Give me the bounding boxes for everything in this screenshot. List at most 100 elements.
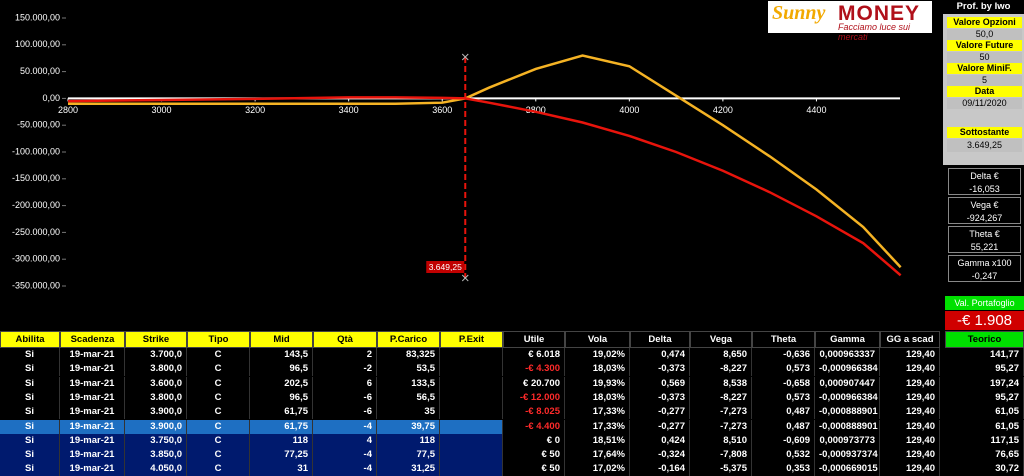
field-label: Data <box>947 86 1022 97</box>
y-tick-label: -200.000,00 <box>12 200 60 210</box>
table-cell: -0,164 <box>630 462 690 476</box>
table-cell: 129,40 <box>880 405 940 420</box>
y-tick-label: -150.000,00 <box>12 173 60 183</box>
table-header: Mid <box>250 331 313 348</box>
table-cell: 129,40 <box>880 419 940 434</box>
series-line <box>67 96 902 277</box>
greek-label: Delta € <box>970 171 999 181</box>
table-cell: 143,5 <box>250 348 313 362</box>
table-cell: -7,273 <box>690 405 752 420</box>
table-cell-empty <box>440 348 503 362</box>
y-tick-label: -250.000,00 <box>12 227 60 237</box>
field-value: 50 <box>947 52 1022 63</box>
table-cell: 19-mar-21 <box>60 362 125 377</box>
table-cell: C <box>187 405 250 420</box>
table-cell: 0,487 <box>752 405 815 420</box>
table-cell: 3.600,0 <box>125 376 187 391</box>
table-header: Utile <box>503 331 565 348</box>
table-cell: 129,40 <box>880 348 940 362</box>
table-cell: 95,27 <box>945 362 1024 377</box>
table-cell: Si <box>0 390 60 405</box>
table-cell: 4.050,0 <box>125 462 187 476</box>
chart: 150.000,00 100.000,00 50.000,00 0,00 -50.000… <box>0 0 940 326</box>
table-cell: 133,5 <box>377 376 440 391</box>
greek-value: -16,053 <box>969 184 1000 194</box>
table-cell: 4 <box>313 433 377 448</box>
table-cell: 3.750,0 <box>125 433 187 448</box>
table-cell: 0,474 <box>630 348 690 362</box>
logo-tagline: Facciamo luce sui mercati <box>838 22 911 42</box>
plot-area <box>0 0 940 326</box>
table-cell: 0,424 <box>630 433 690 448</box>
table-cell: C <box>187 348 250 362</box>
table-header: P.Exit <box>440 331 503 348</box>
table-cell: -0,277 <box>630 419 690 434</box>
table-cell-empty <box>440 448 503 463</box>
field-label: Valore Opzioni <box>947 17 1022 28</box>
table-cell: -7,273 <box>690 419 752 434</box>
table-cell: 76,65 <box>945 448 1024 463</box>
field-label: Valore Future <box>947 40 1022 51</box>
table-cell: -8,227 <box>690 390 752 405</box>
table-cell-empty <box>440 433 503 448</box>
table-header: Gamma <box>815 331 880 348</box>
table-cell: -0,373 <box>630 390 690 405</box>
field-label: Sottostante <box>947 127 1022 138</box>
table-cell: -5,375 <box>690 462 752 476</box>
table-cell: -0,636 <box>752 348 815 362</box>
table-header: Tipo <box>187 331 250 348</box>
table-cell: C <box>187 433 250 448</box>
table-cell: 0,353 <box>752 462 815 476</box>
table-cell-empty <box>440 405 503 420</box>
logo-brand-2: MONEY <box>838 2 921 25</box>
table-cell: 61,05 <box>945 419 1024 434</box>
table-cell: 3.800,0 <box>125 362 187 377</box>
table-cell: 0,573 <box>752 390 815 405</box>
table-cell-empty <box>440 390 503 405</box>
table-cell: -0,000966384 <box>815 390 880 405</box>
table-cell: -0,000669015 <box>815 462 880 476</box>
table-cell: Si <box>0 419 60 434</box>
greek-box: Theta € 55,221 <box>948 226 1021 253</box>
table-cell: -4 <box>313 419 377 434</box>
table-cell: 18,03% <box>565 390 630 405</box>
table-cell: C <box>187 462 250 476</box>
table-cell: 19-mar-21 <box>60 433 125 448</box>
table-cell: 77,5 <box>377 448 440 463</box>
table-cell: -0,277 <box>630 405 690 420</box>
table-cell: -0,658 <box>752 376 815 391</box>
table-cell-empty <box>440 462 503 476</box>
greek-label: Vega € <box>970 200 999 210</box>
table-cell: 129,40 <box>880 433 940 448</box>
table-header: Strike <box>125 331 187 348</box>
table-cell: 17,33% <box>565 419 630 434</box>
table-cell: -2 <box>313 362 377 377</box>
x-tick-label: 4200 <box>713 105 733 115</box>
table-cell: 0,532 <box>752 448 815 463</box>
table-cell: -€ 8.025 <box>503 405 565 420</box>
table-cell-empty <box>440 376 503 391</box>
x-tick-label: 2800 <box>58 105 78 115</box>
table-cell: C <box>187 419 250 434</box>
table-cell: 3.850,0 <box>125 448 187 463</box>
greek-label: Theta € <box>969 229 1000 239</box>
table-header: Abilita <box>0 331 60 348</box>
field-value: 3.649,25 <box>947 139 1022 152</box>
y-tick-label: 0,00 <box>42 93 60 103</box>
greek-value: 55,221 <box>970 242 999 252</box>
table-cell: -€ 4.300 <box>503 362 565 377</box>
table-cell: 0,000963337 <box>815 348 880 362</box>
field-value: 09/11/2020 <box>947 98 1022 109</box>
greek-label: Gamma x100 <box>957 258 1012 268</box>
table-header: Vega <box>690 331 752 348</box>
table-cell: 95,27 <box>945 390 1024 405</box>
table-cell: Si <box>0 348 60 362</box>
y-tick-label: -300.000,00 <box>12 254 60 264</box>
table-cell: -0,609 <box>752 433 815 448</box>
table-cell: -€ 4.400 <box>503 419 565 434</box>
table-cell: 31 <box>250 462 313 476</box>
x-tick-label: 4000 <box>619 105 639 115</box>
table-cell: -4 <box>313 462 377 476</box>
portfolio-label: Val. Portafoglio <box>945 296 1024 310</box>
